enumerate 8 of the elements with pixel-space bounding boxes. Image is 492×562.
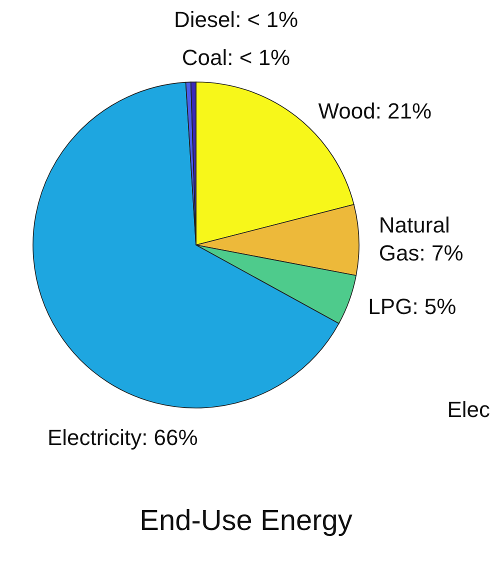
slice-label: Coal: < 1% (182, 45, 290, 70)
slice-label: Wood: 21% (318, 98, 432, 124)
slice-label: Electricity: 66% (47, 425, 198, 450)
slice-label: LPG: 5% (368, 294, 456, 319)
slice-label: Diesel: < 1% (174, 7, 298, 32)
text: Elec (447, 397, 490, 422)
text: End-Use Energy (140, 505, 353, 537)
slice-label: Natural Gas: 7% (378, 212, 464, 266)
